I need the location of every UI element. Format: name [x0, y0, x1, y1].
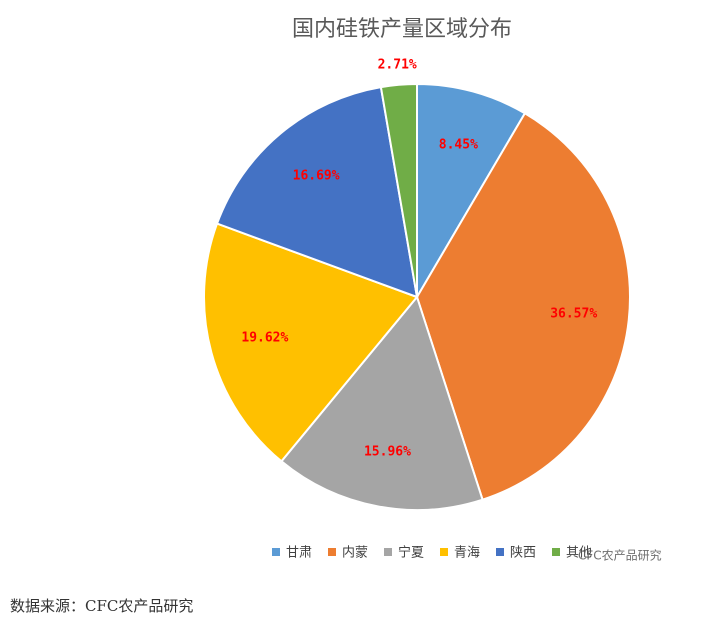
chart-title: 国内硅铁产量区域分布: [292, 17, 512, 42]
pie-slice: [415, 111, 631, 501]
legend-label: 陕西: [510, 546, 536, 561]
legend-label: 其他: [566, 546, 592, 561]
data-label: 2.71%: [378, 57, 417, 72]
legend-label: 宁夏: [398, 545, 424, 561]
pie-slice: [416, 82, 527, 301]
legend-swatch: [384, 548, 392, 556]
legend-swatch: [272, 548, 280, 556]
source-note: 数据来源：CFC农产品研究: [10, 597, 193, 615]
legend-label: 青海: [454, 546, 480, 561]
pie-slice: [215, 85, 419, 299]
legend-label: 甘肃: [286, 546, 312, 561]
watermark: CFC农产品研究: [578, 548, 662, 563]
pie-slice: [280, 294, 484, 511]
pie-slice: [203, 222, 419, 463]
pie-slice: [379, 82, 418, 298]
legend-swatch: [552, 548, 560, 556]
data-label: 8.45%: [439, 137, 478, 152]
data-label: 16.69%: [293, 168, 340, 183]
legend-swatch: [496, 548, 504, 556]
legend-swatch: [440, 548, 448, 556]
legend-swatch: [328, 548, 336, 556]
legend-label: 内蒙: [342, 545, 368, 561]
data-label: 15.96%: [364, 444, 411, 459]
data-label: 19.62%: [241, 331, 288, 346]
data-label: 36.57%: [550, 307, 597, 322]
